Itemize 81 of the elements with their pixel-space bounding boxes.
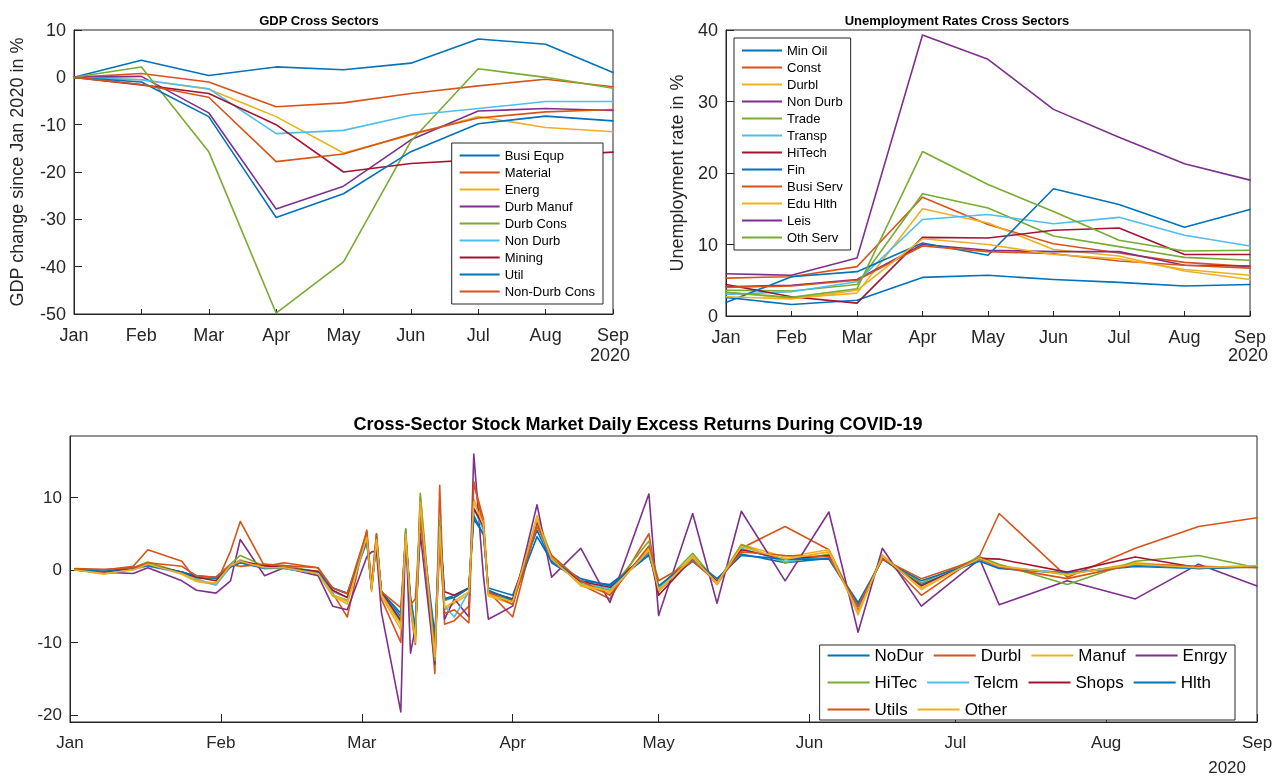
legend-label: NoDur [874,646,925,665]
x-tick-label: Feb [125,325,157,345]
y-axis-title: GDP change since Jan 2020 in % [7,37,27,307]
y-tick-label: 0 [52,560,62,580]
y-tick-label: 0 [707,306,718,326]
x-tick-label: Aug [529,325,562,345]
x-tick-label: Jul [1107,327,1131,347]
legend-label: Leis [787,213,812,228]
x-tick-label: Apr [262,325,291,345]
legend-label: Non-Durb Cons [504,284,596,299]
x-tick-label: Mar [347,733,377,752]
y-tick-label: 0 [55,67,66,88]
y-tick-label: -10 [39,114,66,135]
y-tick-label: -10 [37,632,62,652]
x-tick-label: Apr [908,327,937,347]
x-tick-label: Jan [56,733,84,752]
legend-label: Mining [504,250,543,265]
x-tick-label: Jan [711,327,741,347]
x-tick-label: Feb [775,327,808,347]
chart-title: Unemployment Rates Cross Sectors [844,13,1070,28]
chart-title: Cross-Sector Stock Market Daily Excess Returns During COVID-19 [353,414,923,434]
x-tick-label: Jun [396,325,426,345]
y-tick-label: 40 [697,20,718,40]
legend-label: HiTec [874,673,918,692]
x-tick-label: Mar [841,327,873,347]
legend-label: Durb Manuf [504,199,573,214]
legend-label: Manuf [1078,646,1126,665]
x-tick-label: Jun [795,733,824,752]
y-tick-label: -30 [39,209,66,230]
y-tick-label: 10 [43,488,62,508]
legend-label: Non Durb [504,233,561,248]
legend-label: Durbl [787,77,819,92]
y-tick-label: 30 [697,91,718,112]
x-axis-title: 2020 [1208,758,1247,776]
x-tick-label: Jul [466,325,490,345]
legend-label: Trade [787,111,821,126]
y-tick-label: 10 [45,20,66,40]
chart-title: GDP Cross Sectors [259,13,379,28]
x-tick-label: Feb [206,733,236,752]
legend-label: Durb Cons [504,216,568,231]
legend-label: Edu Hlth [787,196,837,211]
legend-label: Enrgy [1182,646,1228,665]
legend-label: Durbl [980,646,1022,665]
x-tick-label: Sep [1241,733,1273,752]
legend-label: Utils [874,700,908,719]
y-tick-label: -50 [39,304,66,324]
legend-label: Min Oil [787,43,828,58]
legend-label: Util [504,267,524,282]
x-tick-label: Aug [1168,327,1201,347]
legend-label: HiTech [787,145,827,160]
x-tick-label: Sep [596,325,630,345]
legend-label: Transp [787,128,827,143]
legend-label: Energ [504,182,540,197]
x-tick-label: Apr [499,733,527,752]
x-tick-label: Jun [1038,327,1069,347]
y-tick-label: 10 [697,234,718,255]
x-tick-label: May [326,325,361,345]
legend-label: Shops [1075,673,1124,692]
x-tick-label: May [642,733,676,752]
legend-label: Other [964,700,1008,719]
y-tick-label: -20 [37,705,62,725]
legend-label: Hlth [1180,673,1211,692]
legend-label: Busi Serv [787,179,844,194]
legend-label: Fin [787,162,806,177]
x-tick-label: Sep [1233,327,1267,347]
x-axis-title: 2020 [589,345,630,365]
y-axis-title: Unemployment rate in % [667,74,687,272]
x-tick-label: May [970,327,1006,347]
legend-label: Const [787,60,822,75]
legend-label: Non Durb [787,94,843,109]
x-tick-label: Jul [944,733,967,752]
x-tick-label: Mar [193,325,225,345]
legend-label: Material [504,165,552,180]
legend-label: Oth Serv [787,230,839,245]
y-tick-label: 20 [697,163,718,183]
x-tick-label: Aug [1091,733,1122,752]
y-tick-label: -20 [39,162,66,182]
legend-label: Telcm [974,673,1019,692]
x-tick-label: Jan [59,325,89,345]
legend-label: Busi Equp [504,148,564,163]
y-tick-label: -40 [39,256,66,277]
